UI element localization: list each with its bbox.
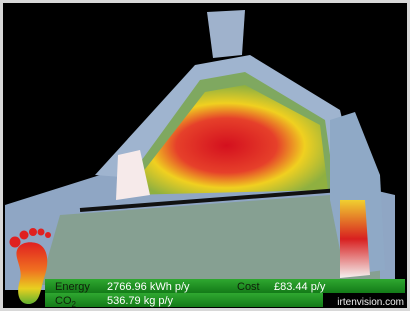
cost-label: Cost	[237, 281, 260, 293]
info-bar-top	[45, 279, 405, 293]
energy-value: 2766.96 kWh p/y	[107, 281, 190, 293]
footprint-toe	[29, 228, 37, 236]
footprint-toe	[38, 229, 45, 236]
footprint-toe	[10, 237, 21, 248]
info-bar-bottom	[45, 293, 323, 307]
page: Energy 2766.96 kWh p/y Cost £83.44 p/y C…	[0, 0, 410, 311]
footprint-toe	[20, 231, 29, 240]
footprint-toe	[45, 232, 51, 238]
cost-value: £83.44 p/y	[274, 281, 326, 293]
co2-label-sub: 2	[72, 300, 77, 309]
credit: irtenvision.com	[337, 297, 404, 308]
right-hotspot	[340, 200, 370, 278]
chimney	[207, 10, 245, 58]
energy-label: Energy	[55, 281, 90, 293]
co2-value: 536.79 kg p/y	[107, 295, 174, 307]
thermal-screenshot: Energy 2766.96 kWh p/y Cost £83.44 p/y C…	[0, 0, 410, 311]
co2-label-main: CO	[55, 295, 72, 307]
